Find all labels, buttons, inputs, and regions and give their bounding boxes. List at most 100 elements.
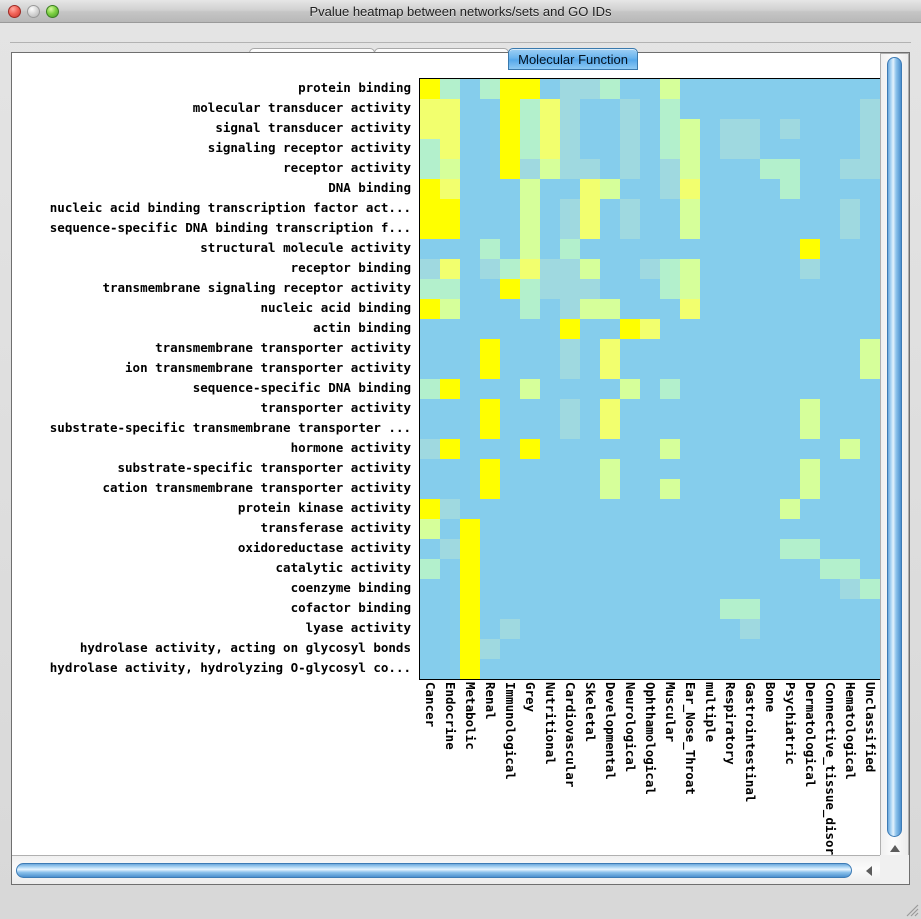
heatmap-cell[interactable]	[660, 559, 680, 579]
heatmap-cell[interactable]	[580, 159, 600, 179]
heatmap-cell[interactable]	[860, 599, 880, 619]
heatmap-cell[interactable]	[460, 179, 480, 199]
heatmap-cell[interactable]	[840, 539, 860, 559]
heatmap-cell[interactable]	[620, 619, 640, 639]
heatmap-cell[interactable]	[820, 519, 840, 539]
heatmap-cell[interactable]	[660, 459, 680, 479]
heatmap-cell[interactable]	[860, 319, 880, 339]
heatmap-cell[interactable]	[660, 539, 680, 559]
heatmap-cell[interactable]	[800, 119, 820, 139]
heatmap-cell[interactable]	[600, 519, 620, 539]
heatmap-cell[interactable]	[780, 359, 800, 379]
heatmap-cell[interactable]	[560, 439, 580, 459]
heatmap-cell[interactable]	[720, 499, 740, 519]
heatmap-cell[interactable]	[780, 419, 800, 439]
heatmap-cell[interactable]	[820, 359, 840, 379]
heatmap-cell[interactable]	[800, 219, 820, 239]
heatmap-cell[interactable]	[540, 599, 560, 619]
heatmap-cell[interactable]	[460, 199, 480, 219]
heatmap-cell[interactable]	[640, 339, 660, 359]
heatmap-cell[interactable]	[500, 619, 520, 639]
heatmap-cell[interactable]	[820, 419, 840, 439]
heatmap-cell[interactable]	[440, 79, 460, 99]
heatmap-cell[interactable]	[820, 499, 840, 519]
heatmap-cell[interactable]	[620, 639, 640, 659]
heatmap-cell[interactable]	[540, 319, 560, 339]
heatmap-cell[interactable]	[740, 339, 760, 359]
heatmap-cell[interactable]	[760, 239, 780, 259]
heatmap-cell[interactable]	[860, 659, 880, 679]
heatmap-cell[interactable]	[540, 419, 560, 439]
heatmap-cell[interactable]	[640, 479, 660, 499]
heatmap-cell[interactable]	[540, 459, 560, 479]
heatmap-cell[interactable]	[600, 239, 620, 259]
heatmap-cell[interactable]	[600, 559, 620, 579]
heatmap-cell[interactable]	[500, 179, 520, 199]
heatmap-cell[interactable]	[720, 399, 740, 419]
heatmap-cell[interactable]	[820, 479, 840, 499]
heatmap-cell[interactable]	[860, 639, 880, 659]
heatmap-cell[interactable]	[520, 359, 540, 379]
heatmap-cell[interactable]	[660, 419, 680, 439]
heatmap-cell[interactable]	[600, 199, 620, 219]
heatmap-cell[interactable]	[800, 619, 820, 639]
heatmap-cell[interactable]	[440, 559, 460, 579]
heatmap-cell[interactable]	[620, 559, 640, 579]
heatmap-cell[interactable]	[620, 599, 640, 619]
heatmap-cell[interactable]	[740, 599, 760, 619]
heatmap-cell[interactable]	[460, 419, 480, 439]
heatmap-cell[interactable]	[620, 359, 640, 379]
scroll-left-arrow-icon[interactable]	[862, 864, 875, 878]
heatmap-cell[interactable]	[480, 339, 500, 359]
heatmap-cell[interactable]	[720, 199, 740, 219]
heatmap-cell[interactable]	[620, 299, 640, 319]
heatmap-cell[interactable]	[800, 259, 820, 279]
heatmap-cell[interactable]	[440, 159, 460, 179]
heatmap-cell[interactable]	[600, 259, 620, 279]
heatmap-cell[interactable]	[420, 639, 440, 659]
heatmap-cell[interactable]	[840, 579, 860, 599]
heatmap-cell[interactable]	[680, 559, 700, 579]
heatmap-cell[interactable]	[440, 199, 460, 219]
heatmap-cell[interactable]	[700, 439, 720, 459]
heatmap-cell[interactable]	[660, 379, 680, 399]
heatmap-cell[interactable]	[540, 559, 560, 579]
heatmap-cell[interactable]	[580, 619, 600, 639]
heatmap-cell[interactable]	[580, 99, 600, 119]
heatmap-cell[interactable]	[720, 379, 740, 399]
heatmap-cell[interactable]	[760, 419, 780, 439]
heatmap-cell[interactable]	[500, 519, 520, 539]
heatmap-cell[interactable]	[460, 79, 480, 99]
heatmap-cell[interactable]	[840, 199, 860, 219]
heatmap-cell[interactable]	[760, 379, 780, 399]
heatmap-cell[interactable]	[660, 159, 680, 179]
heatmap-cell[interactable]	[480, 579, 500, 599]
heatmap-cell[interactable]	[660, 619, 680, 639]
heatmap-cell[interactable]	[560, 499, 580, 519]
heatmap-cell[interactable]	[520, 279, 540, 299]
heatmap-cell[interactable]	[800, 139, 820, 159]
heatmap-cell[interactable]	[500, 219, 520, 239]
heatmap-cell[interactable]	[640, 579, 660, 599]
heatmap-cell[interactable]	[460, 159, 480, 179]
heatmap-cell[interactable]	[780, 379, 800, 399]
heatmap-cell[interactable]	[700, 199, 720, 219]
heatmap-cell[interactable]	[700, 279, 720, 299]
heatmap-cell[interactable]	[600, 579, 620, 599]
heatmap-cell[interactable]	[560, 119, 580, 139]
heatmap-cell[interactable]	[700, 499, 720, 519]
heatmap-cell[interactable]	[600, 639, 620, 659]
heatmap-cell[interactable]	[760, 279, 780, 299]
heatmap-cell[interactable]	[780, 159, 800, 179]
heatmap-cell[interactable]	[580, 579, 600, 599]
heatmap-cell[interactable]	[760, 119, 780, 139]
heatmap-cell[interactable]	[820, 339, 840, 359]
heatmap-cell[interactable]	[420, 599, 440, 619]
heatmap-cell[interactable]	[500, 79, 520, 99]
heatmap-cell[interactable]	[800, 159, 820, 179]
heatmap-cell[interactable]	[620, 199, 640, 219]
heatmap-cell[interactable]	[760, 599, 780, 619]
heatmap-cell[interactable]	[500, 199, 520, 219]
heatmap-cell[interactable]	[740, 239, 760, 259]
heatmap-cell[interactable]	[540, 659, 560, 679]
